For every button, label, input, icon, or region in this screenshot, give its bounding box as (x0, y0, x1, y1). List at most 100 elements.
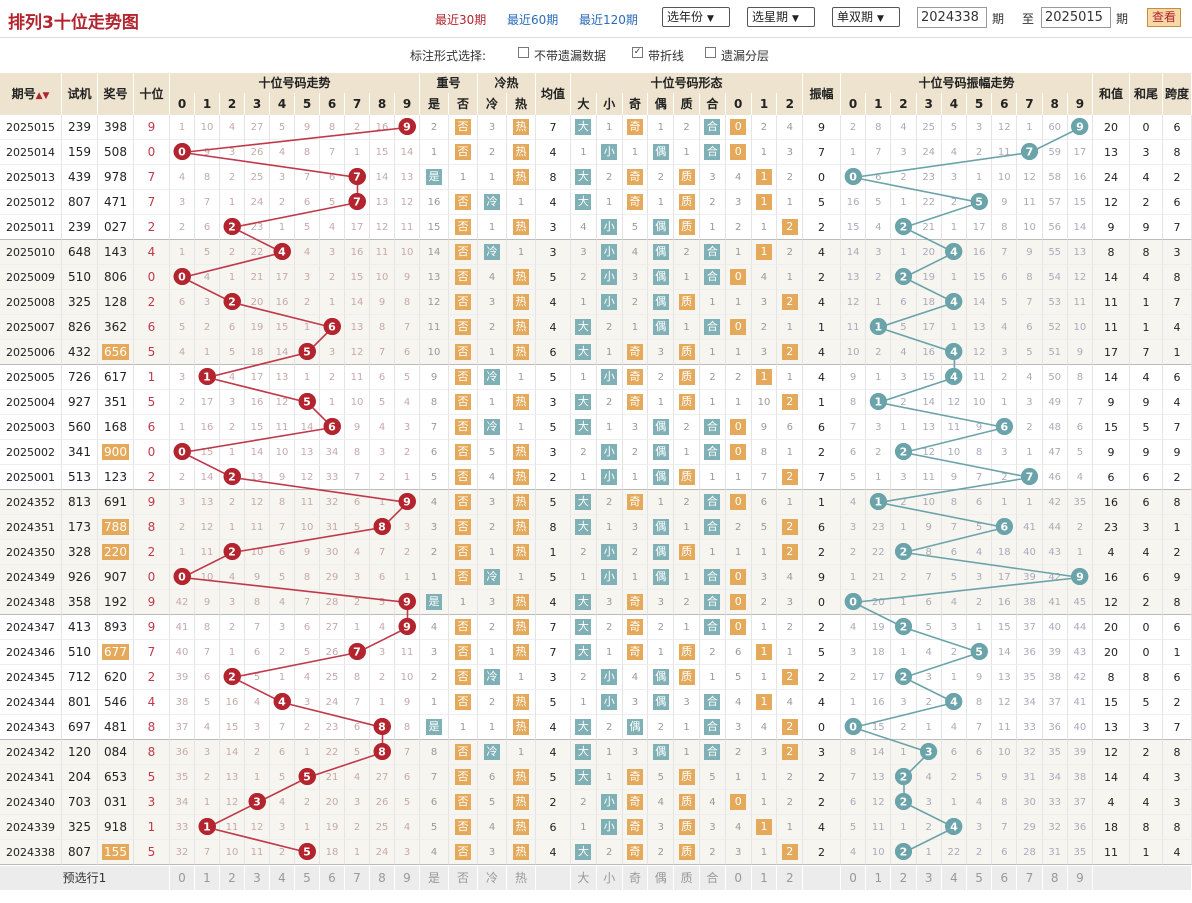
footer-pick[interactable]: 2 (777, 866, 804, 890)
amp-cell: 6 (992, 265, 1018, 290)
row-tens: 6 (134, 415, 170, 440)
shape-cell: 2 (777, 540, 804, 565)
shape-cell: 奇 (622, 765, 649, 790)
row-sum-tail: 7 (1130, 340, 1163, 365)
search-button[interactable]: 查看 (1147, 8, 1181, 27)
footer-pick[interactable]: 否 (449, 866, 478, 890)
trend-cell: 17 (195, 390, 220, 415)
amp-cell: 11 (1017, 190, 1043, 215)
footer-pick[interactable]: 8 (370, 866, 395, 890)
repeat-no: 1 (449, 590, 478, 615)
footer-pick[interactable]: 1 (866, 866, 892, 890)
row-issue: 2024349 (0, 565, 62, 590)
amp-cell: 9 (916, 515, 942, 540)
footer-pick[interactable]: 6 (992, 866, 1018, 890)
footer-pick[interactable]: 1 (195, 866, 220, 890)
footer-pick[interactable]: 8 (1042, 866, 1068, 890)
footer-pick[interactable]: 0 (725, 866, 752, 890)
row-sum: 17 (1093, 340, 1130, 365)
tag: 冷 (484, 419, 500, 435)
row-amp: 2 (803, 665, 841, 690)
shape-cell: 3 (751, 290, 778, 315)
sort-icon[interactable]: ▲▼ (35, 91, 50, 101)
footer-pick[interactable]: 冷 (478, 866, 507, 890)
trend-cell: 23 (245, 215, 270, 240)
trend-cell: 3 (345, 790, 370, 815)
footer-pick[interactable]: 4 (941, 866, 967, 890)
polyline-checkbox[interactable]: ✓ (632, 47, 643, 58)
amp-cell: 2 (1017, 415, 1043, 440)
tag: 大 (575, 119, 592, 135)
amp-cell: 9 (967, 415, 993, 440)
footer-pick[interactable]: 小 (596, 866, 623, 890)
footer-pick[interactable]: 1 (751, 866, 778, 890)
footer-pick[interactable]: 0 (841, 866, 867, 890)
trend-cell: 8 (245, 590, 270, 615)
footer-pick[interactable]: 6 (320, 866, 345, 890)
parity-select[interactable]: 单双期 ▼ (832, 7, 900, 27)
repeat-no: 否 (449, 365, 478, 390)
footer-pick[interactable]: 4 (270, 866, 295, 890)
range-120-link[interactable]: 最近120期 (579, 13, 638, 27)
footer-pick[interactable]: 5 (295, 866, 320, 890)
weekday-select[interactable]: 选星期 ▼ (747, 7, 815, 27)
amp-cell: 5 (916, 615, 942, 640)
footer-pick[interactable]: 合 (700, 866, 726, 890)
header-sub: 0 (725, 93, 752, 115)
amp-cell: 7 (967, 715, 993, 740)
shape-cell: 1 (751, 640, 778, 665)
shape-cell: 2 (777, 840, 804, 865)
amp-cell: 4 (941, 140, 967, 165)
footer-pick[interactable]: 大 (571, 866, 597, 890)
footer-pick[interactable]: 是 (420, 866, 449, 890)
trend-cell: 4 (220, 565, 245, 590)
footer-pick[interactable]: 9 (395, 866, 420, 890)
shape-cell: 4 (777, 115, 804, 140)
amp-cell: 2 (992, 465, 1018, 490)
range-30-link[interactable]: 最近30期 (435, 13, 487, 27)
footer-pick[interactable]: 2 (891, 866, 917, 890)
shape-cell: 2 (648, 165, 675, 190)
footer-pick[interactable]: 9 (1067, 866, 1093, 890)
trend-cell: 10 (195, 565, 220, 590)
shape-cell: 质 (674, 790, 700, 815)
repeat-yes: 2 (420, 540, 449, 565)
hot: 热 (507, 215, 536, 240)
footer-pick[interactable]: 奇 (622, 866, 649, 890)
from-issue-input[interactable]: 2024338 (917, 7, 987, 28)
footer-pick[interactable]: 质 (674, 866, 700, 890)
hot: 热 (507, 815, 536, 840)
no-omission-checkbox[interactable] (518, 47, 529, 58)
shape-cell: 2 (777, 165, 804, 190)
shape-cell: 2 (700, 640, 726, 665)
tag: 奇 (626, 644, 643, 660)
trend-cell: 2 (295, 290, 320, 315)
amp-cell: 6 (916, 590, 942, 615)
ball-teal: 6 (995, 418, 1013, 435)
shape-cell: 2 (622, 440, 649, 465)
tag: 2 (781, 844, 798, 860)
footer-pick[interactable]: 2 (220, 866, 245, 890)
amp-cell: 31 (1042, 840, 1068, 865)
tag: 奇 (626, 394, 643, 410)
footer-pick[interactable]: 3 (245, 866, 270, 890)
shape-cell: 奇 (622, 640, 649, 665)
range-60-link[interactable]: 最近60期 (507, 13, 559, 27)
year-select[interactable]: 选年份 ▼ (662, 7, 730, 27)
omission-layer-checkbox[interactable] (705, 47, 716, 58)
trend-cell: 4 (220, 365, 245, 390)
shape-cell: 大 (571, 740, 597, 765)
footer-pick[interactable]: 0 (170, 866, 195, 890)
ball-red: 7 (348, 193, 366, 210)
cold: 5 (478, 790, 507, 815)
to-issue-input[interactable]: 2025015 (1041, 7, 1111, 28)
footer-pick[interactable]: 7 (345, 866, 370, 890)
footer-pick[interactable]: 偶 (648, 866, 675, 890)
amp-cell: 3 (841, 640, 867, 665)
footer-pick[interactable]: 3 (916, 866, 942, 890)
footer-pick[interactable]: 7 (1017, 866, 1043, 890)
trend-cell: 11 (245, 515, 270, 540)
footer-pick[interactable]: 5 (967, 866, 993, 890)
ball-red: 9 (398, 593, 416, 610)
footer-pick[interactable]: 热 (507, 866, 536, 890)
